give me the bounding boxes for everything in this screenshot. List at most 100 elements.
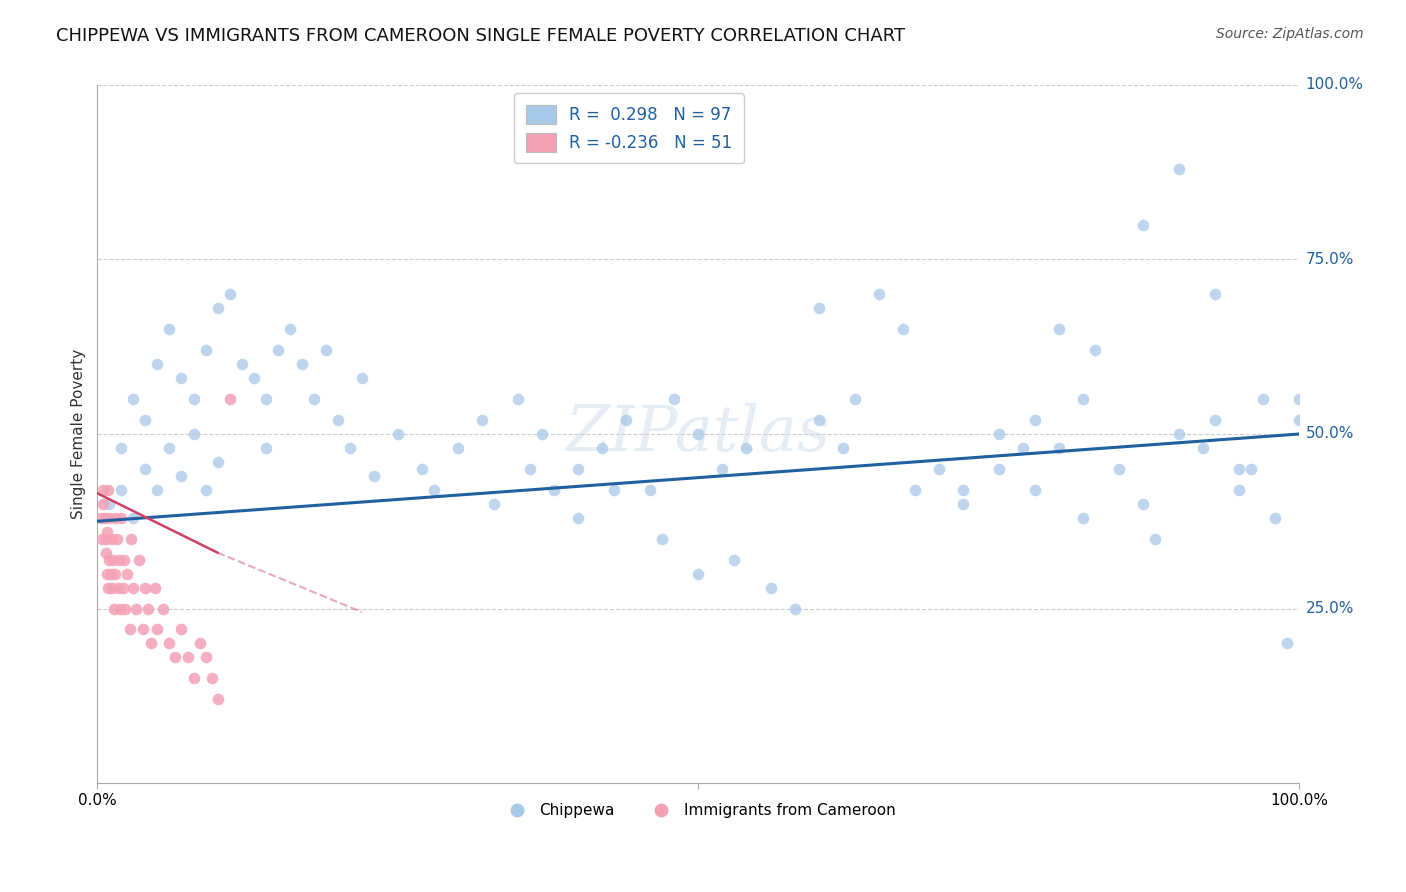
Point [107,581,129,595]
Point [98,497,121,511]
Point [90,510,112,524]
Point [1168,161,1191,176]
Point [134,462,156,476]
Point [93,497,115,511]
Point [94,546,117,560]
Legend: Chippewa, Immigrants from Cameroon: Chippewa, Immigrants from Cameroon [495,797,901,824]
Point [93,510,115,524]
Point [200,671,222,685]
Point [128,552,150,566]
Point [688,427,710,442]
Point [567,510,589,524]
Point [194,483,217,497]
Point [159,441,181,455]
Point [91,532,114,546]
Point [114,601,136,615]
Point [97,581,120,595]
Point [1264,510,1286,524]
Point [111,581,134,595]
Text: ZIPatlas: ZIPatlas [567,403,831,465]
Point [640,483,662,497]
Point [122,510,145,524]
Text: 100.0%: 100.0% [1305,78,1364,93]
Point [100,581,122,595]
Point [104,510,127,524]
Point [242,371,264,385]
Point [387,427,409,442]
Point [207,692,229,706]
Point [831,441,853,455]
Point [254,441,277,455]
Point [183,427,205,442]
Point [1012,441,1035,455]
Point [188,636,211,650]
Point [120,532,142,546]
Point [134,413,156,427]
Point [170,371,193,385]
Point [117,566,139,581]
Point [176,650,198,665]
Point [891,322,914,336]
Point [1024,413,1046,427]
Point [194,650,217,665]
Text: Source: ZipAtlas.com: Source: ZipAtlas.com [1216,27,1364,41]
Point [100,532,122,546]
Point [207,455,229,469]
Point [98,510,121,524]
Point [1132,497,1154,511]
Point [108,601,131,615]
Point [363,468,385,483]
Point [711,462,734,476]
Point [1132,218,1154,232]
Point [104,566,127,581]
Point [110,510,132,524]
Point [807,413,830,427]
Point [170,468,193,483]
Point [136,601,159,615]
Point [423,483,446,497]
Point [103,601,125,615]
Point [278,322,301,336]
Point [543,483,565,497]
Point [1071,392,1094,406]
Point [110,483,132,497]
Point [152,601,174,615]
Point [96,566,118,581]
Point [100,566,122,581]
Point [1288,392,1310,406]
Point [183,671,205,685]
Point [96,524,118,539]
Point [531,427,554,442]
Point [125,601,148,615]
Point [1204,287,1226,301]
Point [218,287,240,301]
Point [183,392,205,406]
Text: 50.0%: 50.0% [1305,426,1354,442]
Point [987,462,1010,476]
Point [146,357,169,371]
Point [134,581,156,595]
Point [1084,343,1107,358]
Point [1277,636,1299,650]
Point [1047,322,1070,336]
Point [651,532,673,546]
Point [108,552,131,566]
Point [159,322,181,336]
Point [122,392,145,406]
Point [506,392,529,406]
Point [759,581,782,595]
Point [1240,462,1263,476]
Point [101,552,124,566]
Y-axis label: Single Female Poverty: Single Female Poverty [72,349,86,519]
Point [170,623,193,637]
Point [904,483,927,497]
Point [1227,462,1250,476]
Point [411,462,433,476]
Point [302,392,325,406]
Point [987,427,1010,442]
Point [567,462,589,476]
Point [93,483,115,497]
Point [118,623,141,637]
Point [783,601,806,615]
Point [194,343,217,358]
